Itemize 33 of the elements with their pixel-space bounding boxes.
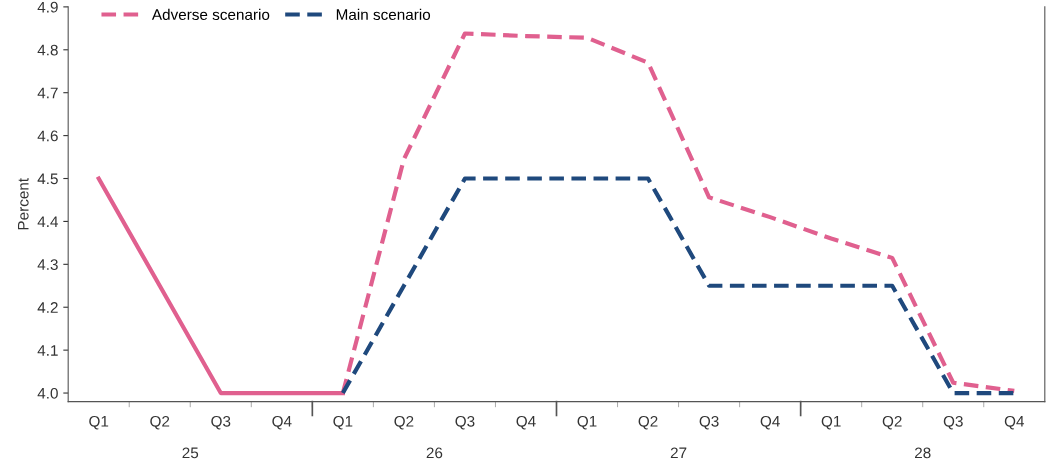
text: 27 xyxy=(670,447,687,459)
x-tick-label: Q4 xyxy=(760,415,780,430)
x-tick-label: Q4 xyxy=(1004,415,1025,430)
x-tick-label: Q3 xyxy=(211,415,231,430)
x-tick-label: Q2 xyxy=(394,415,414,430)
x-tick-label: Q4 xyxy=(272,415,292,430)
x-tick-label: Q2 xyxy=(150,415,170,430)
x-tick-label: Q2 xyxy=(638,415,658,430)
y-tick-label: 4.2 xyxy=(37,302,58,313)
x-tick-label: Q3 xyxy=(699,415,719,430)
x-tick-label: Q1 xyxy=(89,415,109,430)
y-tick-label: 4.7 xyxy=(37,87,58,99)
x-tick-label: Q3 xyxy=(455,415,475,430)
x-tick-label: Q1 xyxy=(577,415,597,430)
y-tick-label: 4.9 xyxy=(37,1,58,13)
y-tick-label: 4.0 xyxy=(37,387,58,399)
y-tick-label: 4.1 xyxy=(37,345,58,356)
x-tick-label: Q3 xyxy=(943,415,963,430)
x-tick-label: Q1 xyxy=(821,415,841,430)
y-axis-title: Percent xyxy=(17,178,29,230)
y-tick-label: 4.4 xyxy=(37,216,59,227)
text: 28 xyxy=(915,447,931,459)
x-tick-label: Q1 xyxy=(333,415,353,430)
y-tick-label: 4.8 xyxy=(37,44,58,56)
y-tick-label: 4.5 xyxy=(37,173,58,185)
y-tick-label: 4.6 xyxy=(37,130,58,142)
legend-label: Main scenario xyxy=(336,8,431,21)
x-tick-label: Q4 xyxy=(516,415,536,430)
text: 26 xyxy=(426,447,443,459)
legend-label: Adverse scenario xyxy=(151,8,270,21)
y-tick-label: 4.3 xyxy=(37,259,58,271)
text: 25 xyxy=(182,447,199,459)
x-tick-label: Q2 xyxy=(882,415,902,430)
